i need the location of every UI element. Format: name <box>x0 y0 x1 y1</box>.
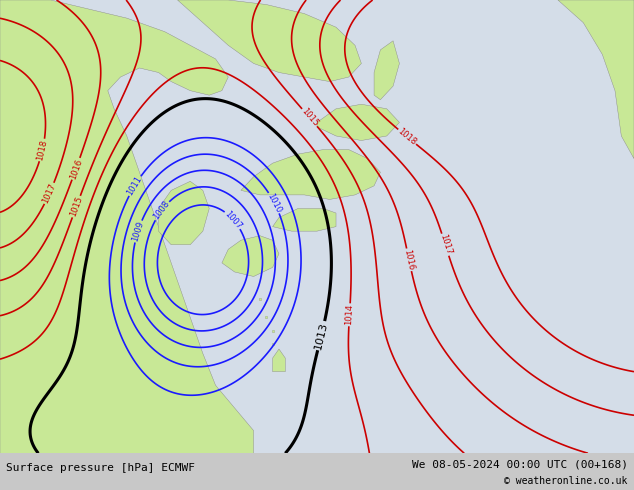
Text: 1015: 1015 <box>299 107 320 128</box>
Text: 1017: 1017 <box>41 182 58 205</box>
Polygon shape <box>0 0 254 453</box>
Text: We 08-05-2024 00:00 UTC (00+168): We 08-05-2024 00:00 UTC (00+168) <box>411 459 628 469</box>
Polygon shape <box>222 236 279 276</box>
Polygon shape <box>558 0 634 159</box>
Text: 1018: 1018 <box>36 139 49 161</box>
Text: Surface pressure [hPa] ECMWF: Surface pressure [hPa] ECMWF <box>6 463 195 473</box>
Text: 1007: 1007 <box>223 209 243 231</box>
Text: 1016: 1016 <box>403 248 415 271</box>
Text: 1018: 1018 <box>396 126 418 147</box>
Text: 1016: 1016 <box>68 157 84 180</box>
Text: 1008: 1008 <box>152 199 172 221</box>
Text: 1014: 1014 <box>344 304 354 325</box>
Text: 1010: 1010 <box>266 192 283 214</box>
Text: 1017: 1017 <box>438 233 453 256</box>
Polygon shape <box>374 41 399 99</box>
Polygon shape <box>317 104 399 141</box>
Text: 1009: 1009 <box>131 220 145 243</box>
Text: 1015: 1015 <box>68 195 84 218</box>
Text: 1013: 1013 <box>313 321 330 350</box>
Polygon shape <box>158 181 209 245</box>
Text: © weatheronline.co.uk: © weatheronline.co.uk <box>504 476 628 486</box>
Polygon shape <box>273 209 336 231</box>
Polygon shape <box>273 349 285 371</box>
Polygon shape <box>178 0 361 82</box>
Polygon shape <box>241 149 380 199</box>
Text: 1011: 1011 <box>126 174 144 197</box>
